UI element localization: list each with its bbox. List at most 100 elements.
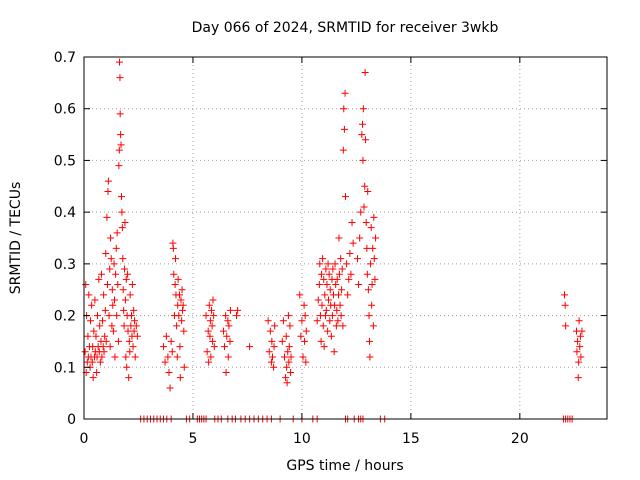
data-point [363,270,371,278]
data-point [81,348,89,356]
x-axis-label: GPS time / hours [286,458,403,474]
x-tick-label: 10 [293,431,311,447]
data-point [575,317,583,325]
data-point [131,353,139,361]
data-point [271,322,279,330]
data-point [209,337,217,345]
data-point [124,327,132,335]
data-point [99,343,107,351]
data-point [302,327,310,335]
chart-title: Day 066 of 2024, SRMTID for receiver 3wk… [192,20,499,36]
y-tick-labels: 0 0.1 0.2 0.3 0.4 0.5 0.6 0.7 [54,50,76,428]
data-point [126,291,134,299]
data-point [267,358,275,366]
y-tick-label: 0.5 [54,153,76,169]
data-point [115,162,123,170]
data-point [327,332,335,340]
data-point [365,337,373,345]
data-point [114,281,122,289]
plot-frame [83,56,608,420]
data-point [576,343,584,351]
data-point [324,327,332,335]
data-point [318,301,326,309]
data-point [317,337,325,345]
data-point [109,327,117,335]
data-point [370,213,378,221]
data-point [337,312,345,320]
data-point [206,332,214,340]
data-point [315,281,323,289]
data-point [362,136,370,144]
data-point [103,213,111,221]
data-point [301,312,309,320]
data-point [314,296,322,304]
y-tick-label: 0.2 [54,309,76,325]
data-point [173,353,181,361]
data-point [369,322,377,330]
data-point [113,229,121,237]
data-point [100,348,108,356]
data-point [577,353,585,361]
data-point [325,296,333,304]
data-point [338,265,346,273]
data-point [100,291,108,299]
data-point [361,182,369,190]
data-point [321,312,329,320]
data-point [104,281,112,289]
data-point [93,368,101,376]
data-point [343,260,351,268]
x-tick-label: 20 [511,431,529,447]
data-point [575,358,583,366]
data-point [116,58,124,66]
data-point [360,203,368,211]
data-point [128,312,136,320]
data-point [210,312,218,320]
data-point [340,105,348,113]
axis-ticks [83,56,607,420]
data-point [335,291,343,299]
data-point [89,374,97,382]
data-point [126,348,134,356]
data-point [333,306,341,314]
data-point [96,358,104,366]
data-point [301,337,309,345]
data-point [332,322,340,330]
data-point [121,218,129,226]
data-point [321,291,329,299]
data-point [176,374,184,382]
data-point [120,322,128,330]
data-point [319,322,327,330]
data-point [285,358,293,366]
data-point [337,255,345,263]
data-point [266,327,274,335]
data-point [207,353,215,361]
data-point [322,306,330,314]
data-point [122,275,130,283]
data-point [179,301,187,309]
data-point [355,281,363,289]
data-point [359,105,367,113]
data-point [125,337,133,345]
data-point [118,224,126,232]
data-point [320,275,328,283]
data-point [574,374,582,382]
data-point [102,337,110,345]
x-tick-label: 0 [80,431,89,447]
data-point [119,255,127,263]
data-point [369,244,377,252]
data-point [96,322,104,330]
data-point [88,358,96,366]
data-point [359,156,367,164]
data-point [562,322,570,330]
data-point [101,306,109,314]
data-point [246,343,254,351]
data-point [92,332,100,340]
data-point [332,281,340,289]
data-point [299,353,307,361]
data-point [121,265,129,273]
data-point [111,353,119,361]
data-point [205,301,213,309]
data-point [164,353,172,361]
data-point [364,187,372,195]
